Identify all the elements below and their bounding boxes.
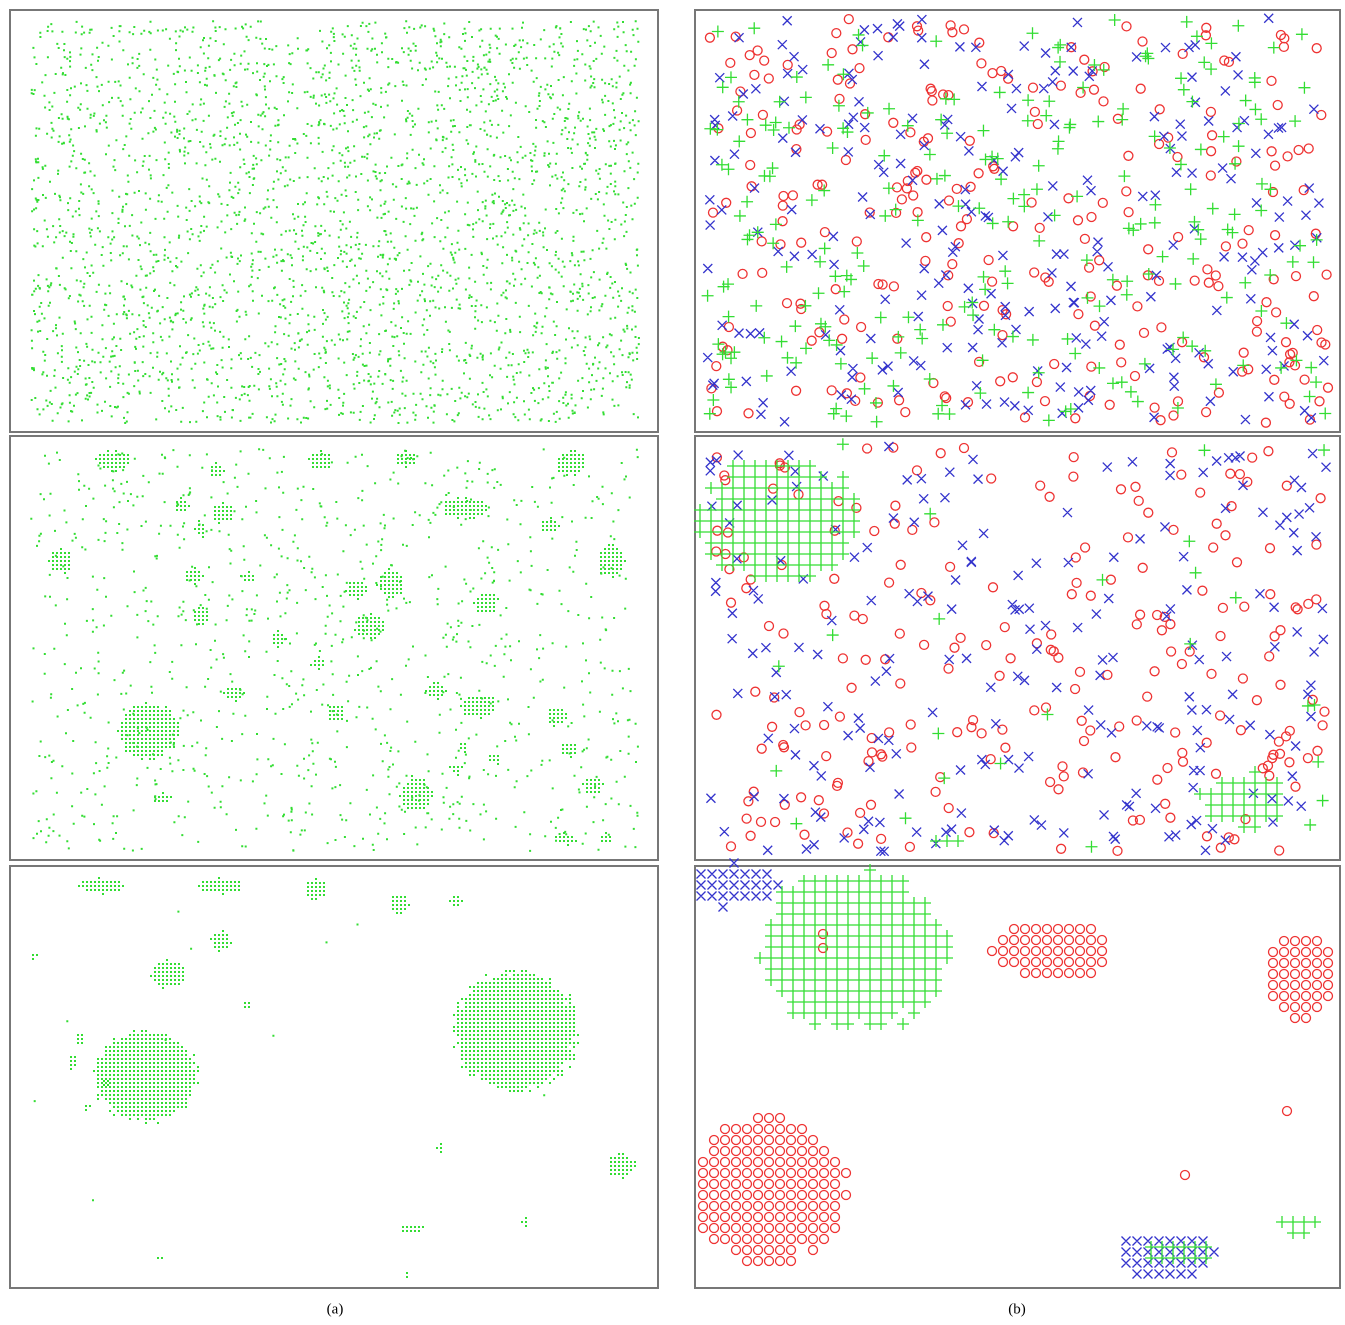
panel-frame <box>694 865 1341 1289</box>
panel-label: (a) <box>327 1301 344 1317</box>
cross-agents <box>696 858 1219 1279</box>
panel-frame <box>9 435 659 861</box>
cross-agents <box>705 441 1331 857</box>
panel-frame <box>694 9 1341 433</box>
plus-agents <box>701 14 1332 428</box>
plus-agents <box>754 864 1321 1264</box>
panel-label: (b) <box>1008 1301 1026 1317</box>
panel-frame <box>9 9 659 433</box>
circle-agents <box>711 442 1330 857</box>
panel-frame <box>9 865 659 1289</box>
plus-agents <box>694 438 1331 853</box>
circle-agents <box>704 13 1334 428</box>
circle-agents <box>697 923 1334 1267</box>
